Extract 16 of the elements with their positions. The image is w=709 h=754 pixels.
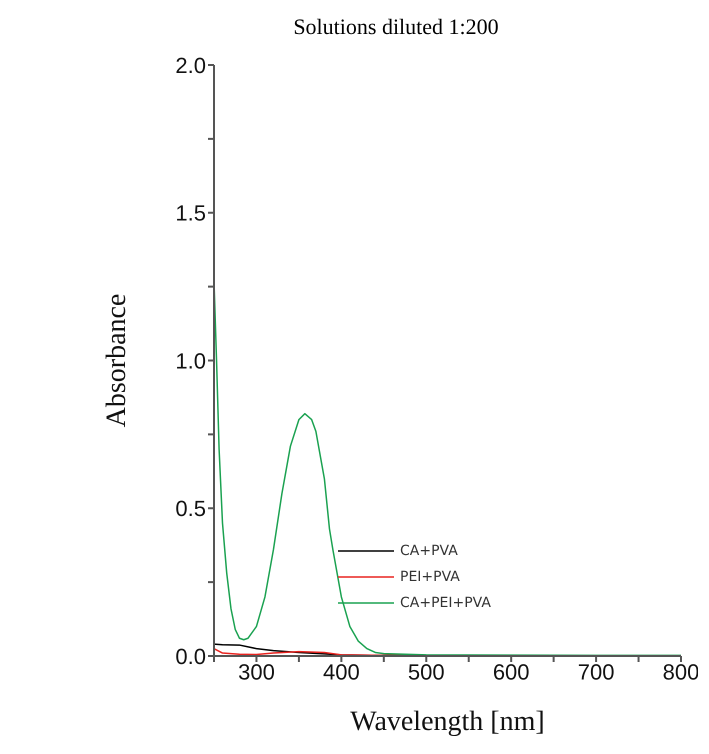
legend-label: PEI+PVA bbox=[400, 569, 460, 585]
y-axis-title: Absorbance bbox=[100, 294, 132, 428]
y-tick-label: 2.0 bbox=[175, 52, 206, 78]
legend-label: CA+PEI+PVA bbox=[400, 595, 491, 611]
x-tick-label: 500 bbox=[408, 660, 445, 685]
chart-title: Solutions diluted 1:200 bbox=[292, 14, 500, 40]
legend-label: CA+PVA bbox=[400, 543, 458, 559]
x-tick-label: 700 bbox=[578, 660, 614, 685]
y-tick-label: 1.5 bbox=[175, 200, 206, 226]
x-tick-label: 400 bbox=[323, 660, 360, 685]
x-tick-label: 600 bbox=[492, 660, 530, 685]
y-tick-label: 0.0 bbox=[175, 644, 206, 669]
y-tick-label: 0.5 bbox=[175, 496, 206, 522]
x-axis-title: Wavelength [nm] bbox=[350, 706, 545, 737]
y-tick-label: 1.0 bbox=[175, 348, 206, 374]
x-tick-label: 300 bbox=[238, 660, 275, 685]
